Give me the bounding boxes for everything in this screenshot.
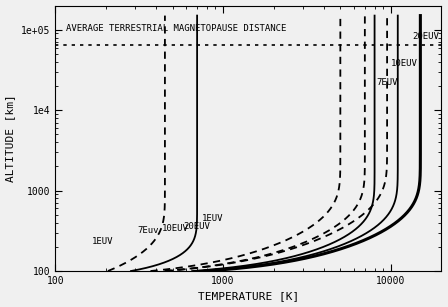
- Text: 20EUV: 20EUV: [413, 32, 439, 41]
- Text: 1EUV: 1EUV: [92, 237, 113, 247]
- Text: 10EUV: 10EUV: [391, 59, 418, 68]
- Text: 1EUV: 1EUV: [202, 214, 224, 223]
- Text: 10EUV: 10EUV: [162, 224, 189, 233]
- Text: 7Euv: 7Euv: [138, 226, 159, 235]
- Text: 7EUV: 7EUV: [376, 78, 398, 87]
- Text: AVERAGE TERRESTRIAL MAGNETOPAUSE DISTANCE: AVERAGE TERRESTRIAL MAGNETOPAUSE DISTANC…: [65, 24, 286, 33]
- Text: 20EUV: 20EUV: [183, 222, 210, 231]
- Y-axis label: ALTITUDE [km]: ALTITUDE [km]: [5, 95, 16, 182]
- X-axis label: TEMPERATURE [K]: TEMPERATURE [K]: [198, 291, 299, 301]
